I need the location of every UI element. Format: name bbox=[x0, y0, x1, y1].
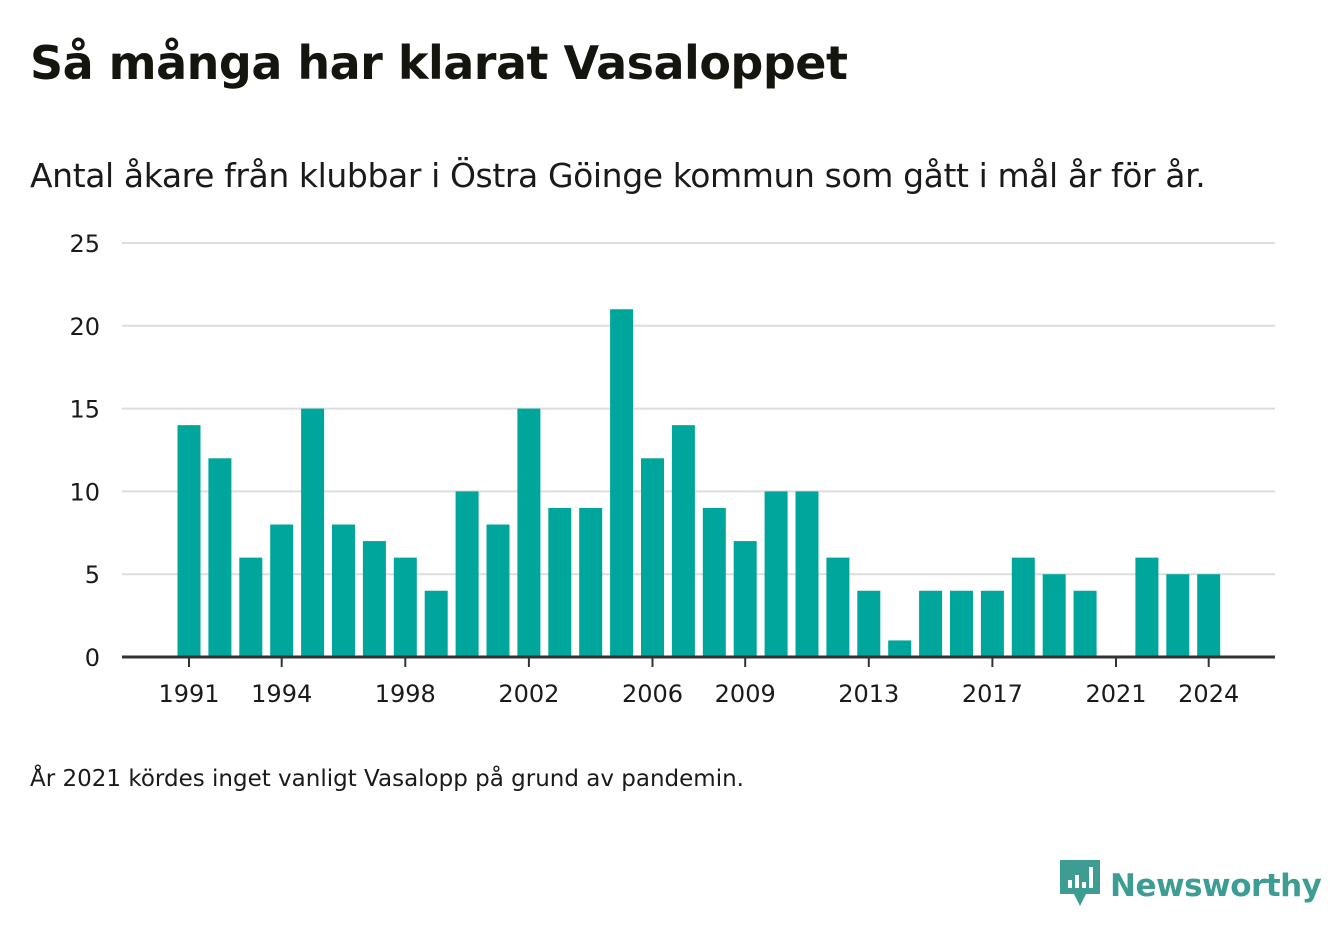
bar-2024 bbox=[1197, 574, 1221, 657]
bar-2001 bbox=[486, 524, 510, 657]
x-tick-label: 2002 bbox=[498, 680, 559, 708]
bar-1998 bbox=[393, 557, 417, 657]
x-tick-label: 2021 bbox=[1085, 680, 1146, 708]
bar-2019 bbox=[1042, 574, 1066, 657]
brand[interactable]: Newsworthy bbox=[1060, 860, 1322, 912]
chart-footnote: År 2021 kördes inget vanligt Vasalopp på… bbox=[30, 766, 744, 792]
bar-2013 bbox=[857, 590, 881, 657]
y-tick-label: 5 bbox=[85, 561, 100, 589]
x-tick-label: 2009 bbox=[715, 680, 776, 708]
bar-2010 bbox=[764, 491, 788, 657]
y-tick-label: 0 bbox=[85, 644, 100, 672]
x-tick-label: 2006 bbox=[622, 680, 683, 708]
x-tick-label: 2024 bbox=[1178, 680, 1239, 708]
bar-2002 bbox=[517, 408, 541, 657]
y-tick-label: 15 bbox=[69, 396, 100, 424]
bar-2008 bbox=[702, 507, 726, 657]
bar-2014 bbox=[888, 640, 912, 657]
bar-2017 bbox=[980, 590, 1004, 657]
x-tick-label: 1998 bbox=[375, 680, 436, 708]
chart-subtitle: Antal åkare från klubbar i Östra Göinge … bbox=[30, 156, 1206, 195]
bar-1993 bbox=[239, 557, 263, 657]
bar-2009 bbox=[733, 541, 757, 657]
bar-1996 bbox=[332, 524, 355, 657]
bar-1992 bbox=[208, 458, 232, 657]
x-tick-label: 1991 bbox=[158, 680, 219, 708]
x-axis-labels: 1991 1994 1998 2002 2006 2009 2013 2017 2021 2024 bbox=[158, 680, 1239, 708]
bar-2003 bbox=[548, 507, 572, 657]
x-tick-label: 2017 bbox=[962, 680, 1023, 708]
bar-1997 bbox=[362, 541, 386, 657]
bar-2015 bbox=[919, 590, 943, 657]
chart-title: Så många har klarat Vasaloppet bbox=[30, 36, 848, 90]
y-axis-labels: 0 5 10 15 20 25 bbox=[69, 230, 100, 672]
x-tick-label: 1994 bbox=[251, 680, 312, 708]
bar-1999 bbox=[424, 590, 448, 657]
bar-2011 bbox=[795, 491, 819, 657]
bar-2005 bbox=[610, 309, 634, 657]
newsworthy-logo-icon bbox=[1060, 860, 1100, 912]
bar-2006 bbox=[641, 458, 664, 657]
bar-2023 bbox=[1166, 574, 1190, 657]
bar-2007 bbox=[671, 425, 695, 657]
x-tick-label: 2013 bbox=[838, 680, 899, 708]
bar-1991 bbox=[177, 425, 201, 657]
gridlines bbox=[122, 242, 1275, 576]
bar-1994 bbox=[270, 524, 294, 657]
y-tick-label: 10 bbox=[69, 478, 100, 506]
y-tick-label: 20 bbox=[69, 313, 100, 341]
bar-2004 bbox=[579, 507, 603, 657]
y-tick-label: 25 bbox=[69, 230, 100, 258]
bar-2022 bbox=[1135, 557, 1159, 657]
x-axis bbox=[122, 655, 1275, 667]
bar-2018 bbox=[1011, 557, 1035, 657]
bar-2000 bbox=[455, 491, 479, 657]
bar-2012 bbox=[826, 557, 850, 657]
bar-chart: 0 5 10 15 20 25 1991 1994 1998 2002 2006 2009 2013 2… bbox=[69, 230, 1275, 708]
bar-1995 bbox=[301, 408, 325, 657]
bar-2020 bbox=[1073, 590, 1097, 657]
bars bbox=[177, 309, 1221, 657]
bar-2016 bbox=[950, 590, 973, 657]
brand-name: Newsworthy bbox=[1110, 867, 1322, 904]
